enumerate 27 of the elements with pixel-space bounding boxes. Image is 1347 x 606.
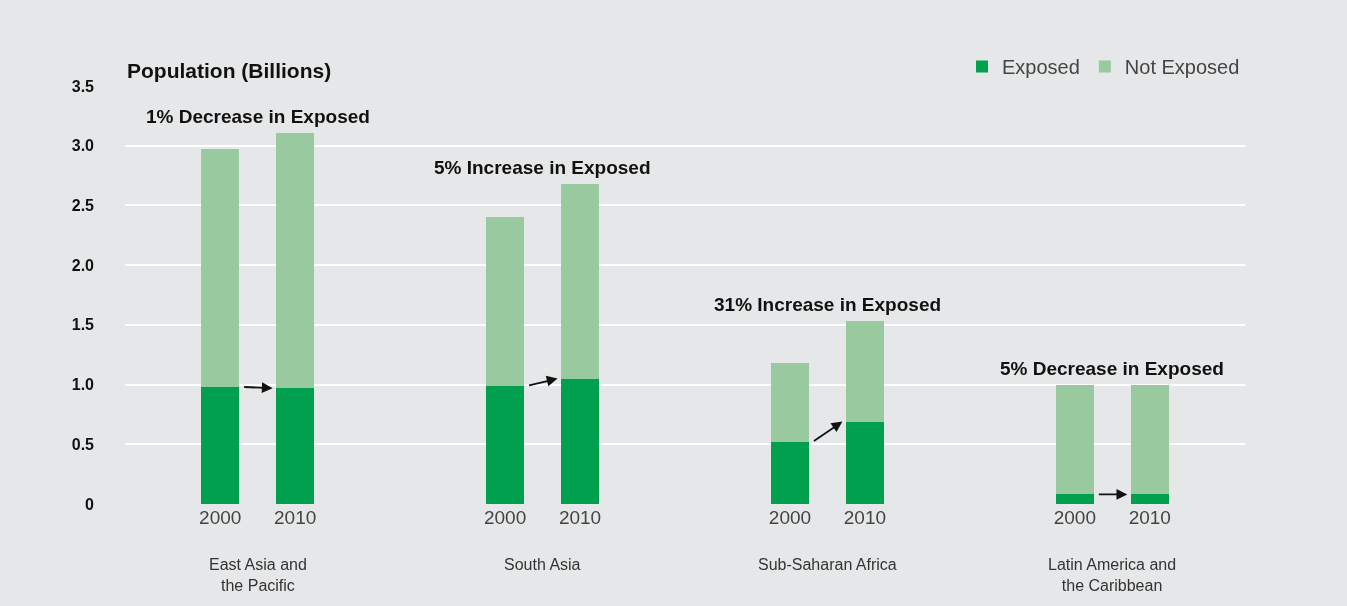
legend-label: Not Exposed	[1124, 56, 1240, 79]
text: East Asia and the Pacific	[209, 556, 307, 594]
y-tick-label: 0.5	[71, 435, 95, 453]
y-axis-title: Population (Billions)	[127, 59, 332, 82]
legend-label: Exposed	[1002, 56, 1080, 79]
annotation: 1% Decrease in Exposed	[146, 106, 370, 127]
y-tick-label: 2.5	[71, 197, 95, 215]
x-tick-label: 2010	[1128, 507, 1171, 528]
x-tick-label: 2000	[1053, 507, 1096, 528]
x-tick-label: 2010	[843, 507, 887, 528]
x-tick-label: 2000	[768, 507, 812, 528]
annotation: 5% Decrease in Exposed	[1000, 358, 1224, 379]
text: Latin America and the Caribbean	[1048, 556, 1177, 594]
annotation: 31% Increase in Exposed	[714, 294, 942, 315]
y-tick-label: 1.0	[71, 376, 95, 394]
y-tick-label: 0	[85, 495, 95, 513]
x-tick-label: 2010	[274, 507, 317, 528]
x-tick-label: 2010	[558, 507, 602, 528]
annotation: 5% Increase in Exposed	[434, 157, 651, 178]
y-tick-label: 2.0	[71, 256, 95, 274]
y-tick-label: 3.0	[71, 137, 95, 155]
x-tick-label: 2000	[199, 507, 242, 528]
text: South Asia	[504, 556, 581, 573]
y-tick-label: 1.5	[71, 316, 95, 334]
x-tick-label: 2000	[483, 507, 527, 528]
text: Sub-Saharan Africa	[758, 556, 897, 573]
y-tick-label: 3.5	[71, 77, 95, 95]
